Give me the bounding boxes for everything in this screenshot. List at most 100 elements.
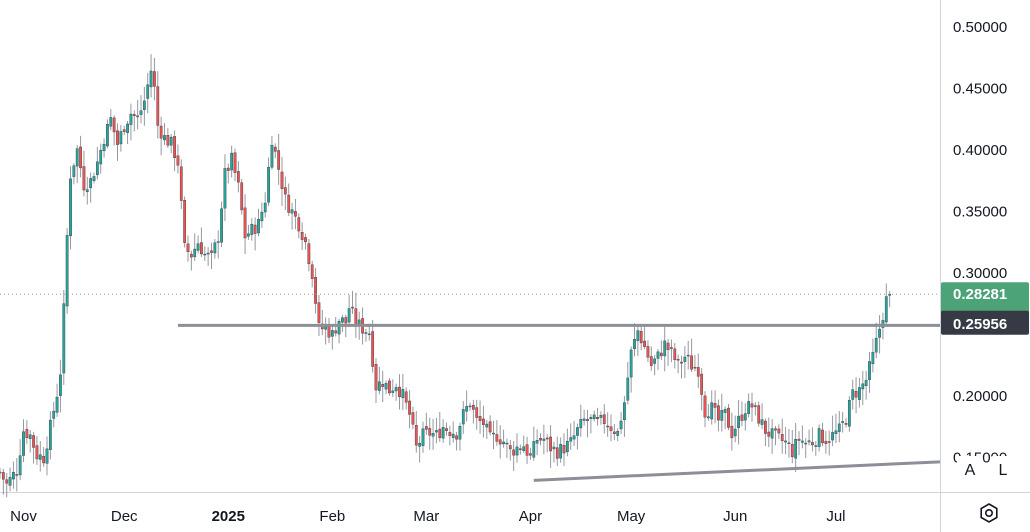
candle[interactable]	[649, 346, 653, 371]
auto-scale-button[interactable]: A	[957, 456, 983, 482]
candle[interactable]	[374, 358, 378, 404]
candle[interactable]	[663, 324, 667, 372]
candle[interactable]	[428, 417, 432, 450]
candle[interactable]	[626, 361, 630, 405]
candle[interactable]	[804, 438, 808, 459]
candle[interactable]	[535, 429, 539, 456]
candle[interactable]	[129, 103, 133, 141]
candle[interactable]	[468, 402, 472, 411]
candle[interactable]	[670, 339, 673, 363]
candle[interactable]	[307, 239, 311, 272]
candle[interactable]	[136, 99, 140, 130]
candle[interactable]	[186, 235, 190, 262]
candle[interactable]	[45, 436, 49, 476]
candle[interactable]	[760, 403, 764, 430]
candle[interactable]	[643, 324, 646, 350]
candle[interactable]	[394, 383, 398, 401]
candle[interactable]	[59, 359, 62, 413]
candle[interactable]	[52, 401, 56, 428]
candle[interactable]	[455, 431, 458, 451]
candle[interactable]	[290, 202, 294, 230]
candle[interactable]	[461, 401, 465, 434]
candle[interactable]	[790, 430, 794, 464]
candle[interactable]	[888, 291, 892, 308]
candle[interactable]	[706, 404, 710, 421]
candle[interactable]	[146, 72, 150, 114]
candle[interactable]	[441, 419, 445, 443]
candle[interactable]	[287, 183, 291, 216]
candle[interactable]	[257, 208, 260, 237]
candle[interactable]	[5, 473, 9, 498]
candle[interactable]	[330, 324, 334, 350]
candle[interactable]	[730, 412, 734, 451]
rising-trendline[interactable]	[533, 460, 941, 482]
candle[interactable]	[435, 417, 438, 444]
candle[interactable]	[445, 422, 448, 436]
candle[interactable]	[153, 57, 156, 101]
candle[interactable]	[230, 145, 234, 178]
candle[interactable]	[253, 217, 257, 251]
candle[interactable]	[777, 424, 781, 440]
candle[interactable]	[864, 370, 868, 400]
candle[interactable]	[717, 399, 720, 432]
candle[interactable]	[676, 354, 680, 374]
candle[interactable]	[508, 440, 512, 461]
candle[interactable]	[1, 468, 5, 495]
candle[interactable]	[65, 228, 69, 314]
candle[interactable]	[210, 242, 213, 270]
candle[interactable]	[112, 115, 116, 146]
candle[interactable]	[720, 393, 724, 432]
candle[interactable]	[32, 431, 35, 464]
candle[interactable]	[304, 233, 307, 250]
candle[interactable]	[233, 148, 237, 181]
candle[interactable]	[824, 430, 828, 454]
candle[interactable]	[448, 425, 452, 446]
candle[interactable]	[317, 294, 321, 337]
candle[interactable]	[247, 224, 250, 240]
candle[interactable]	[122, 125, 126, 136]
candle[interactable]	[612, 423, 616, 441]
candle[interactable]	[294, 198, 297, 230]
candle[interactable]	[569, 423, 573, 450]
candle[interactable]	[411, 406, 415, 430]
settings-icon[interactable]	[980, 503, 998, 523]
candle[interactable]	[884, 283, 888, 325]
candle[interactable]	[169, 134, 173, 154]
candle[interactable]	[8, 467, 12, 492]
candle[interactable]	[132, 110, 136, 132]
candle[interactable]	[116, 123, 119, 161]
candle[interactable]	[371, 319, 375, 373]
candle[interactable]	[85, 176, 89, 205]
candle[interactable]	[794, 422, 798, 472]
candle[interactable]	[861, 370, 865, 406]
candle[interactable]	[408, 389, 411, 429]
candle[interactable]	[250, 218, 254, 241]
candle[interactable]	[629, 346, 633, 393]
candle[interactable]	[733, 415, 737, 443]
candle[interactable]	[280, 157, 284, 206]
candle[interactable]	[757, 401, 761, 427]
candle[interactable]	[398, 374, 401, 410]
candle[interactable]	[797, 431, 801, 456]
candle[interactable]	[753, 402, 757, 416]
candle[interactable]	[502, 429, 505, 448]
candle[interactable]	[747, 393, 751, 418]
candle[interactable]	[156, 71, 160, 139]
candle[interactable]	[693, 354, 697, 372]
candle[interactable]	[498, 425, 502, 459]
candle[interactable]	[743, 403, 747, 431]
candle[interactable]	[821, 422, 824, 447]
candle[interactable]	[200, 227, 203, 257]
candle[interactable]	[780, 418, 784, 454]
candle[interactable]	[686, 340, 690, 370]
candle[interactable]	[226, 163, 230, 184]
candle[interactable]	[0, 467, 2, 479]
candle[interactable]	[465, 390, 469, 422]
candle[interactable]	[277, 133, 281, 185]
candle[interactable]	[800, 425, 804, 449]
candle[interactable]	[814, 440, 818, 456]
candle[interactable]	[18, 439, 22, 481]
candle[interactable]	[391, 379, 395, 397]
candle[interactable]	[878, 315, 881, 354]
